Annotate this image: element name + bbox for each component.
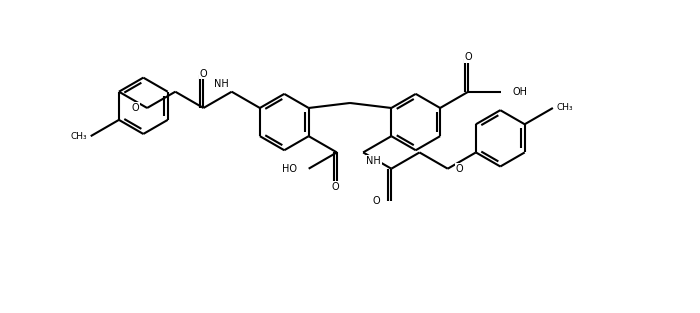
Text: O: O	[372, 196, 380, 206]
Text: CH₃: CH₃	[71, 132, 88, 141]
Text: NH: NH	[214, 79, 229, 89]
Text: OH: OH	[512, 87, 527, 97]
Text: HO: HO	[282, 164, 298, 174]
Text: O: O	[132, 103, 139, 113]
Text: O: O	[465, 52, 472, 62]
Text: NH: NH	[366, 156, 381, 166]
Text: O: O	[199, 69, 207, 79]
Text: CH₃: CH₃	[556, 104, 573, 112]
Text: O: O	[455, 164, 463, 174]
Text: O: O	[332, 182, 340, 192]
